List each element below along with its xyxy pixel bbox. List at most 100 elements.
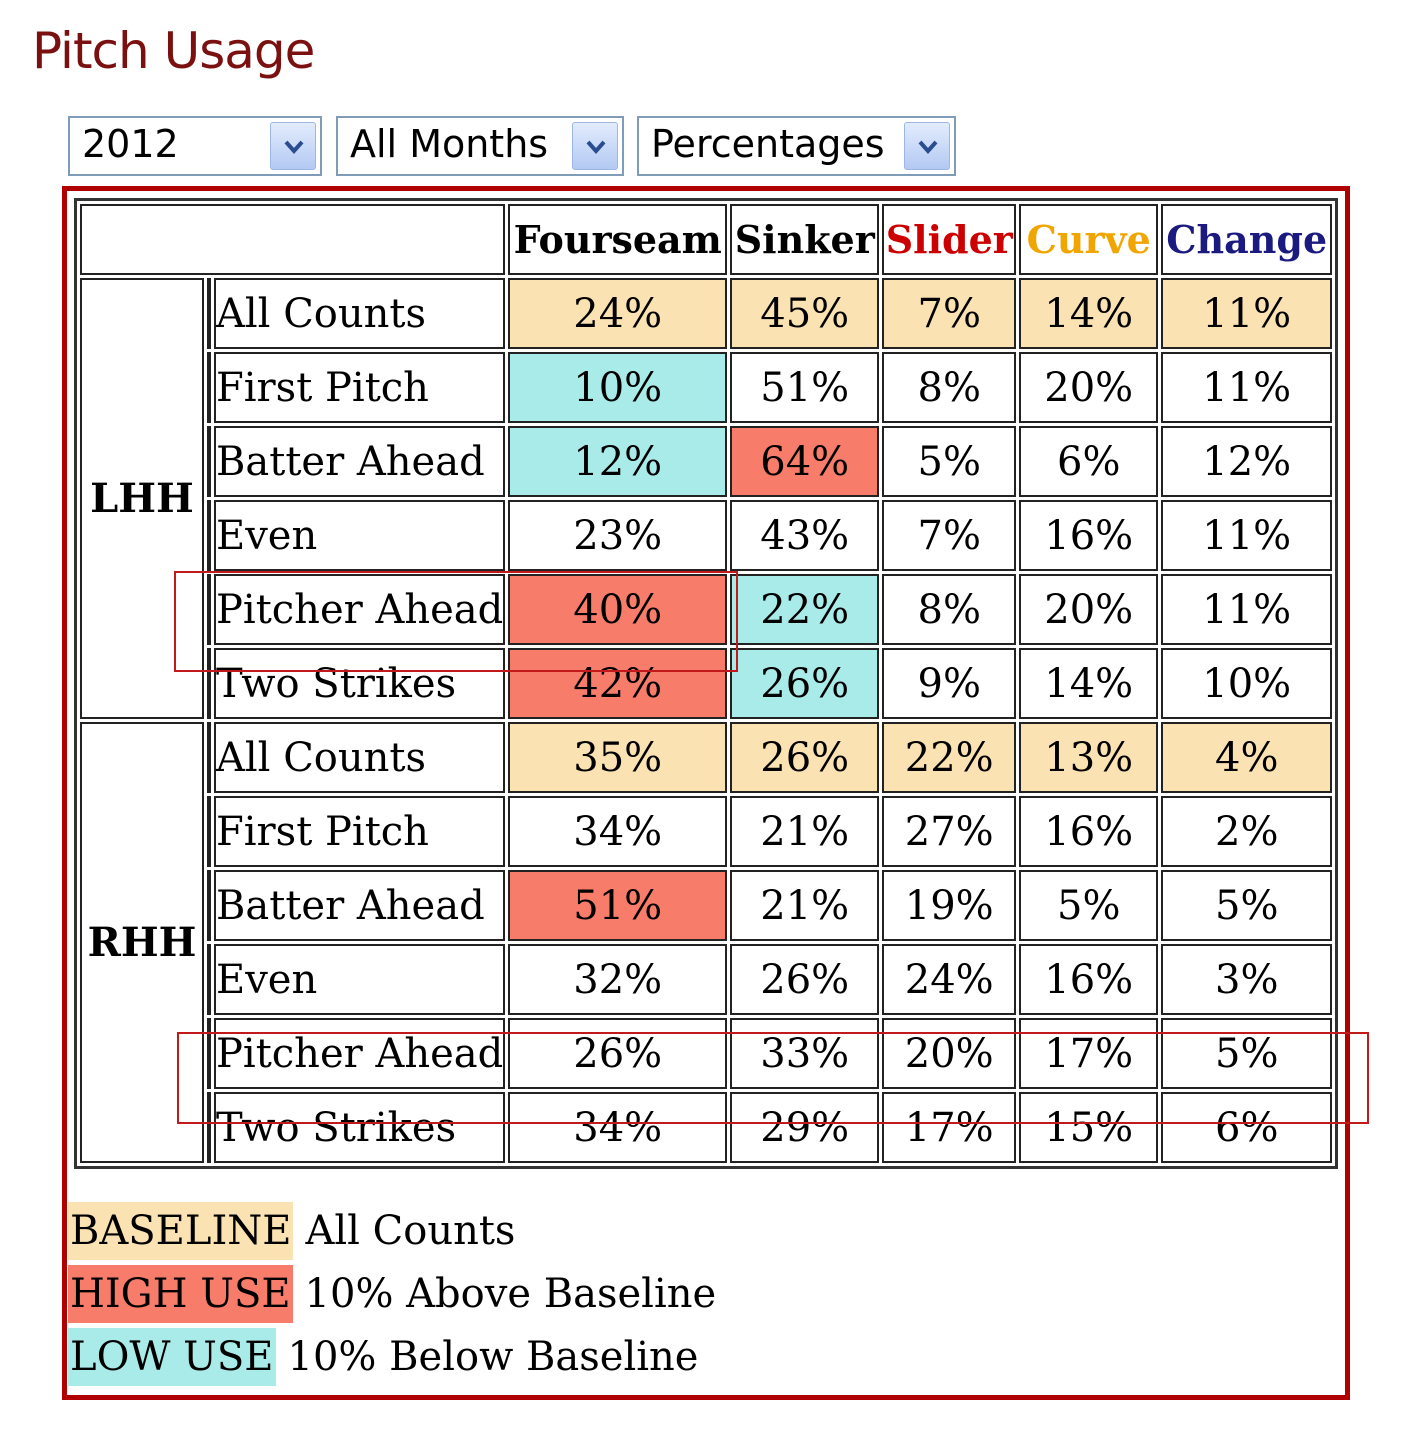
cell-change: 2% xyxy=(1161,796,1333,867)
cell-slider: 8% xyxy=(882,574,1017,645)
cell-sinker: 29% xyxy=(730,1092,880,1163)
table-row: Two Strikes 42% 26% 9% 14% 10% xyxy=(80,648,1333,719)
legend-baseline-text: All Counts xyxy=(305,1208,516,1254)
column-header-change: Change xyxy=(1161,204,1333,275)
cell-curve: 13% xyxy=(1019,722,1159,793)
group-label-rhh: RHH xyxy=(80,722,204,1163)
row-divider xyxy=(207,574,211,645)
mode-dropdown-arrow-icon[interactable] xyxy=(904,122,950,170)
column-header-slider: Slider xyxy=(882,204,1017,275)
row-divider xyxy=(207,944,211,1015)
cell-change: 6% xyxy=(1161,1092,1333,1163)
row-divider xyxy=(207,426,211,497)
cell-change: 11% xyxy=(1161,352,1333,423)
cell-fourseam: 34% xyxy=(508,796,728,867)
cell-curve: 15% xyxy=(1019,1092,1159,1163)
table-row: Batter Ahead 51% 21% 19% 5% 5% xyxy=(80,870,1333,941)
legend-low-use-text: 10% Below Baseline xyxy=(287,1334,699,1380)
table-row: Pitcher Ahead 26% 33% 20% 17% 5% xyxy=(80,1018,1333,1089)
row-divider xyxy=(207,870,211,941)
legend-low-use: LOW USE 10% Below Baseline xyxy=(68,1328,698,1386)
year-select-value: 2012 xyxy=(82,122,179,166)
cell-fourseam: 32% xyxy=(508,944,728,1015)
header-corner xyxy=(80,204,506,275)
months-select-value: All Months xyxy=(350,122,549,166)
cell-slider: 22% xyxy=(882,722,1017,793)
table-row: First Pitch 10% 51% 8% 20% 11% xyxy=(80,352,1333,423)
legend-baseline-key: BASELINE xyxy=(68,1202,294,1260)
table-row: Even 23% 43% 7% 16% 11% xyxy=(80,500,1333,571)
cell-slider: 7% xyxy=(882,278,1017,349)
cell-slider: 5% xyxy=(882,426,1017,497)
cell-curve: 16% xyxy=(1019,944,1159,1015)
cell-fourseam: 23% xyxy=(508,500,728,571)
row-label: Batter Ahead xyxy=(214,426,506,497)
row-label: All Counts xyxy=(214,722,506,793)
row-label: Even xyxy=(214,500,506,571)
row-label: Even xyxy=(214,944,506,1015)
cell-curve: 14% xyxy=(1019,648,1159,719)
cell-curve: 16% xyxy=(1019,500,1159,571)
cell-fourseam: 35% xyxy=(508,722,728,793)
table-row: LHH All Counts 24% 45% 7% 14% 11% xyxy=(80,278,1333,719)
mode-select[interactable]: Percentages xyxy=(637,116,956,176)
cell-curve: 20% xyxy=(1019,574,1159,645)
cell-fourseam: 51% xyxy=(508,870,728,941)
row-label: Two Strikes xyxy=(214,1092,506,1163)
row-label: Pitcher Ahead xyxy=(214,1018,506,1089)
cell-slider: 17% xyxy=(882,1092,1017,1163)
cell-curve: 14% xyxy=(1019,278,1159,349)
cell-change: 5% xyxy=(1161,870,1333,941)
row-divider xyxy=(207,1092,211,1163)
mode-select-value: Percentages xyxy=(651,122,885,166)
row-label: Batter Ahead xyxy=(214,870,506,941)
cell-sinker: 43% xyxy=(730,500,880,571)
row-divider xyxy=(207,278,211,349)
cell-curve: 5% xyxy=(1019,870,1159,941)
cell-fourseam: 40% xyxy=(508,574,728,645)
cell-sinker: 26% xyxy=(730,944,880,1015)
table-body: LHH All Counts 24% 45% 7% 14% 11% First Pitch 10… xyxy=(80,278,1333,1163)
legend-high-use-text: 10% Above Baseline xyxy=(304,1271,717,1317)
table-row: First Pitch 34% 21% 27% 16% 2% xyxy=(80,796,1333,867)
cell-change: 4% xyxy=(1161,722,1333,793)
group-label-lhh: LHH xyxy=(80,278,204,719)
row-divider xyxy=(207,722,211,793)
year-select[interactable]: 2012 xyxy=(68,116,322,176)
cell-sinker: 51% xyxy=(730,352,880,423)
months-select[interactable]: All Months xyxy=(336,116,624,176)
cell-sinker: 21% xyxy=(730,870,880,941)
cell-sinker: 33% xyxy=(730,1018,880,1089)
cell-change: 11% xyxy=(1161,574,1333,645)
table-row: Even 32% 26% 24% 16% 3% xyxy=(80,944,1333,1015)
row-divider xyxy=(207,648,211,719)
cell-slider: 27% xyxy=(882,796,1017,867)
table-row: RHH All Counts 35% 26% 22% 13% 4% xyxy=(80,722,1333,1163)
cell-sinker: 45% xyxy=(730,278,880,349)
cell-change: 5% xyxy=(1161,1018,1333,1089)
column-header-curve: Curve xyxy=(1019,204,1159,275)
cell-slider: 20% xyxy=(882,1018,1017,1089)
cell-fourseam: 34% xyxy=(508,1092,728,1163)
table-row: Two Strikes 34% 29% 17% 15% 6% xyxy=(80,1092,1333,1163)
cell-curve: 17% xyxy=(1019,1018,1159,1089)
cell-slider: 8% xyxy=(882,352,1017,423)
cell-sinker: 64% xyxy=(730,426,880,497)
cell-curve: 16% xyxy=(1019,796,1159,867)
year-dropdown-arrow-icon[interactable] xyxy=(270,122,316,170)
pitch-usage-table: Fourseam Sinker Slider Curve Change LHH A… xyxy=(74,198,1339,1169)
row-label: First Pitch xyxy=(214,352,506,423)
row-label: Two Strikes xyxy=(214,648,506,719)
legend-low-use-key: LOW USE xyxy=(68,1328,276,1386)
column-header-fourseam: Fourseam xyxy=(508,204,728,275)
months-dropdown-arrow-icon[interactable] xyxy=(572,122,618,170)
row-label: All Counts xyxy=(214,278,506,349)
column-header-sinker: Sinker xyxy=(730,204,880,275)
cell-fourseam: 24% xyxy=(508,278,728,349)
cell-sinker: 21% xyxy=(730,796,880,867)
cell-slider: 7% xyxy=(882,500,1017,571)
cell-change: 12% xyxy=(1161,426,1333,497)
cell-sinker: 26% xyxy=(730,722,880,793)
row-divider xyxy=(207,796,211,867)
table-row: Batter Ahead 12% 64% 5% 6% 12% xyxy=(80,426,1333,497)
